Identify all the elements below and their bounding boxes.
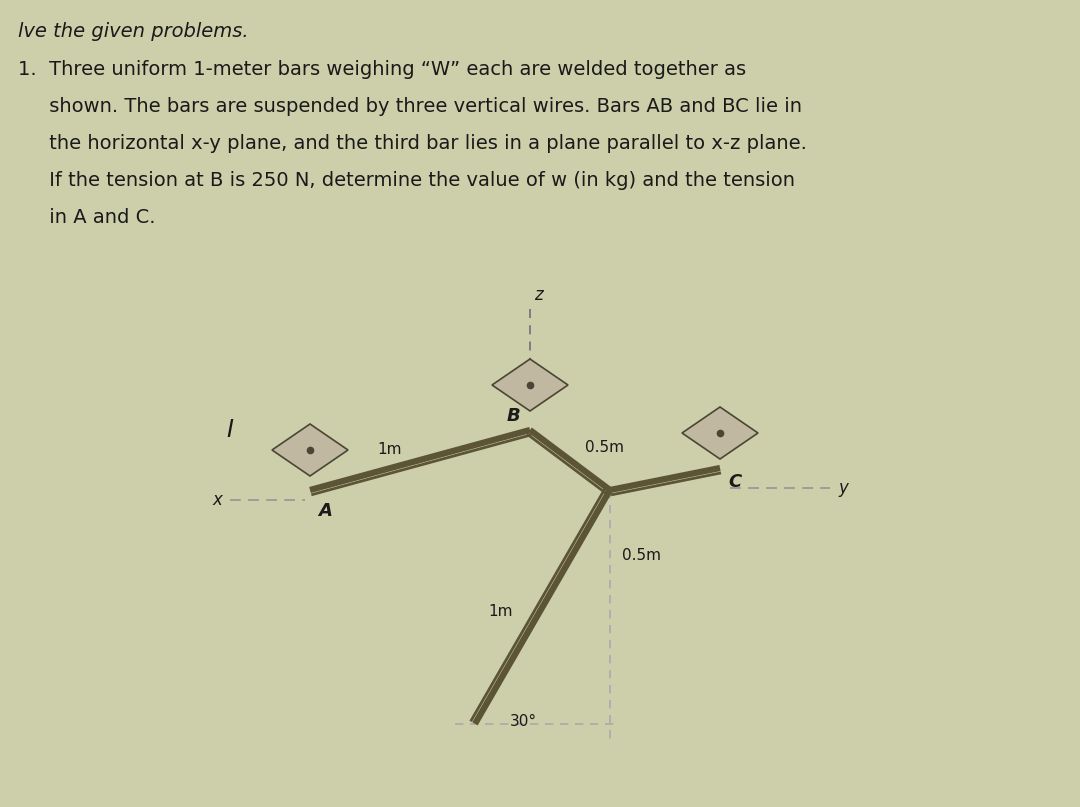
- Text: x: x: [212, 491, 222, 509]
- Polygon shape: [272, 424, 348, 476]
- Text: 1m: 1m: [378, 442, 402, 458]
- Text: shown. The bars are suspended by three vertical wires. Bars AB and BC lie in: shown. The bars are suspended by three v…: [18, 97, 802, 116]
- Text: 1m: 1m: [488, 604, 513, 620]
- Polygon shape: [681, 407, 758, 459]
- Text: z: z: [534, 286, 543, 304]
- Text: the horizontal x-y plane, and the third bar lies in a plane parallel to x-z plan: the horizontal x-y plane, and the third …: [18, 134, 807, 153]
- Text: lve the given problems.: lve the given problems.: [18, 22, 248, 41]
- Text: If the tension at B is 250 N, determine the value of w (in kg) and the tension: If the tension at B is 250 N, determine …: [18, 171, 795, 190]
- Polygon shape: [492, 359, 568, 411]
- Text: 0.5m: 0.5m: [622, 547, 661, 562]
- Text: in A and C.: in A and C.: [18, 208, 156, 227]
- Text: B: B: [507, 407, 519, 425]
- Text: 1.  Three uniform 1-meter bars weighing “W” each are welded together as: 1. Three uniform 1-meter bars weighing “…: [18, 60, 746, 79]
- Text: C: C: [728, 473, 741, 491]
- Text: y: y: [838, 479, 848, 497]
- Text: I: I: [227, 418, 233, 442]
- Text: A: A: [318, 502, 332, 520]
- Text: 0.5m: 0.5m: [585, 441, 624, 455]
- Text: 30°: 30°: [510, 714, 537, 729]
